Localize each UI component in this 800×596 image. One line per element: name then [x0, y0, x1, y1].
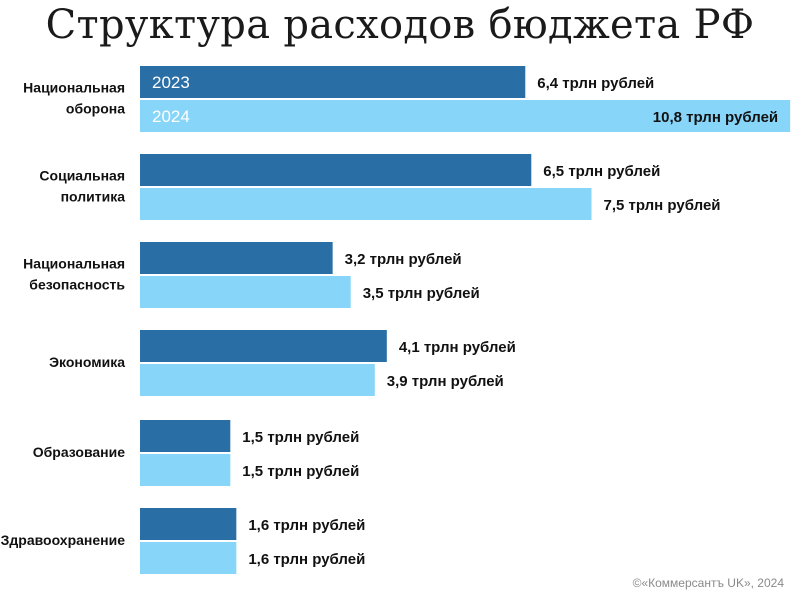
chart-title: Структура расходов бюджета РФ	[45, 2, 755, 48]
series-year-label: 2023	[152, 73, 190, 92]
bar-2023	[140, 242, 333, 274]
value-label: 1,5 трлн рублей	[242, 463, 359, 480]
category-label: безопасность	[29, 277, 125, 293]
series-year-label: 2024	[152, 107, 190, 126]
value-label: 6,4 трлн рублей	[537, 75, 654, 92]
category-label: политика	[61, 189, 126, 205]
category-label: Здравоохранение	[1, 532, 126, 548]
bar-2023	[140, 154, 532, 186]
category-label: Национальная	[23, 80, 125, 96]
bar-2024	[140, 542, 237, 574]
value-label: 3,2 трлн рублей	[345, 251, 462, 268]
value-label: 7,5 трлн рублей	[604, 197, 721, 214]
category-label: Образование	[33, 444, 125, 460]
bar-2023	[140, 508, 237, 540]
bar-2024	[140, 188, 592, 220]
value-label: 3,9 трлн рублей	[387, 373, 504, 390]
category-label: оборона	[66, 101, 125, 117]
category-label: Национальная	[23, 256, 125, 272]
bar-2023	[140, 420, 231, 452]
value-label: 4,1 трлн рублей	[399, 339, 516, 356]
bar-2024	[140, 454, 231, 486]
bar-2023	[140, 66, 526, 98]
value-label: 1,6 трлн рублей	[248, 551, 365, 568]
category-label: Социальная	[39, 168, 125, 184]
bar-2024	[140, 364, 375, 396]
bar-2024	[140, 276, 351, 308]
value-label: 10,8 трлн рублей	[653, 109, 778, 126]
value-label: 1,6 трлн рублей	[248, 517, 365, 534]
value-label: 1,5 трлн рублей	[242, 429, 359, 446]
value-label: 6,5 трлн рублей	[543, 163, 660, 180]
category-label: Экономика	[49, 354, 125, 370]
bar-2023	[140, 330, 387, 362]
bar-2024	[140, 100, 791, 132]
copyright-credit: ©«Коммерсантъ UK», 2024	[632, 576, 784, 590]
value-label: 3,5 трлн рублей	[363, 285, 480, 302]
